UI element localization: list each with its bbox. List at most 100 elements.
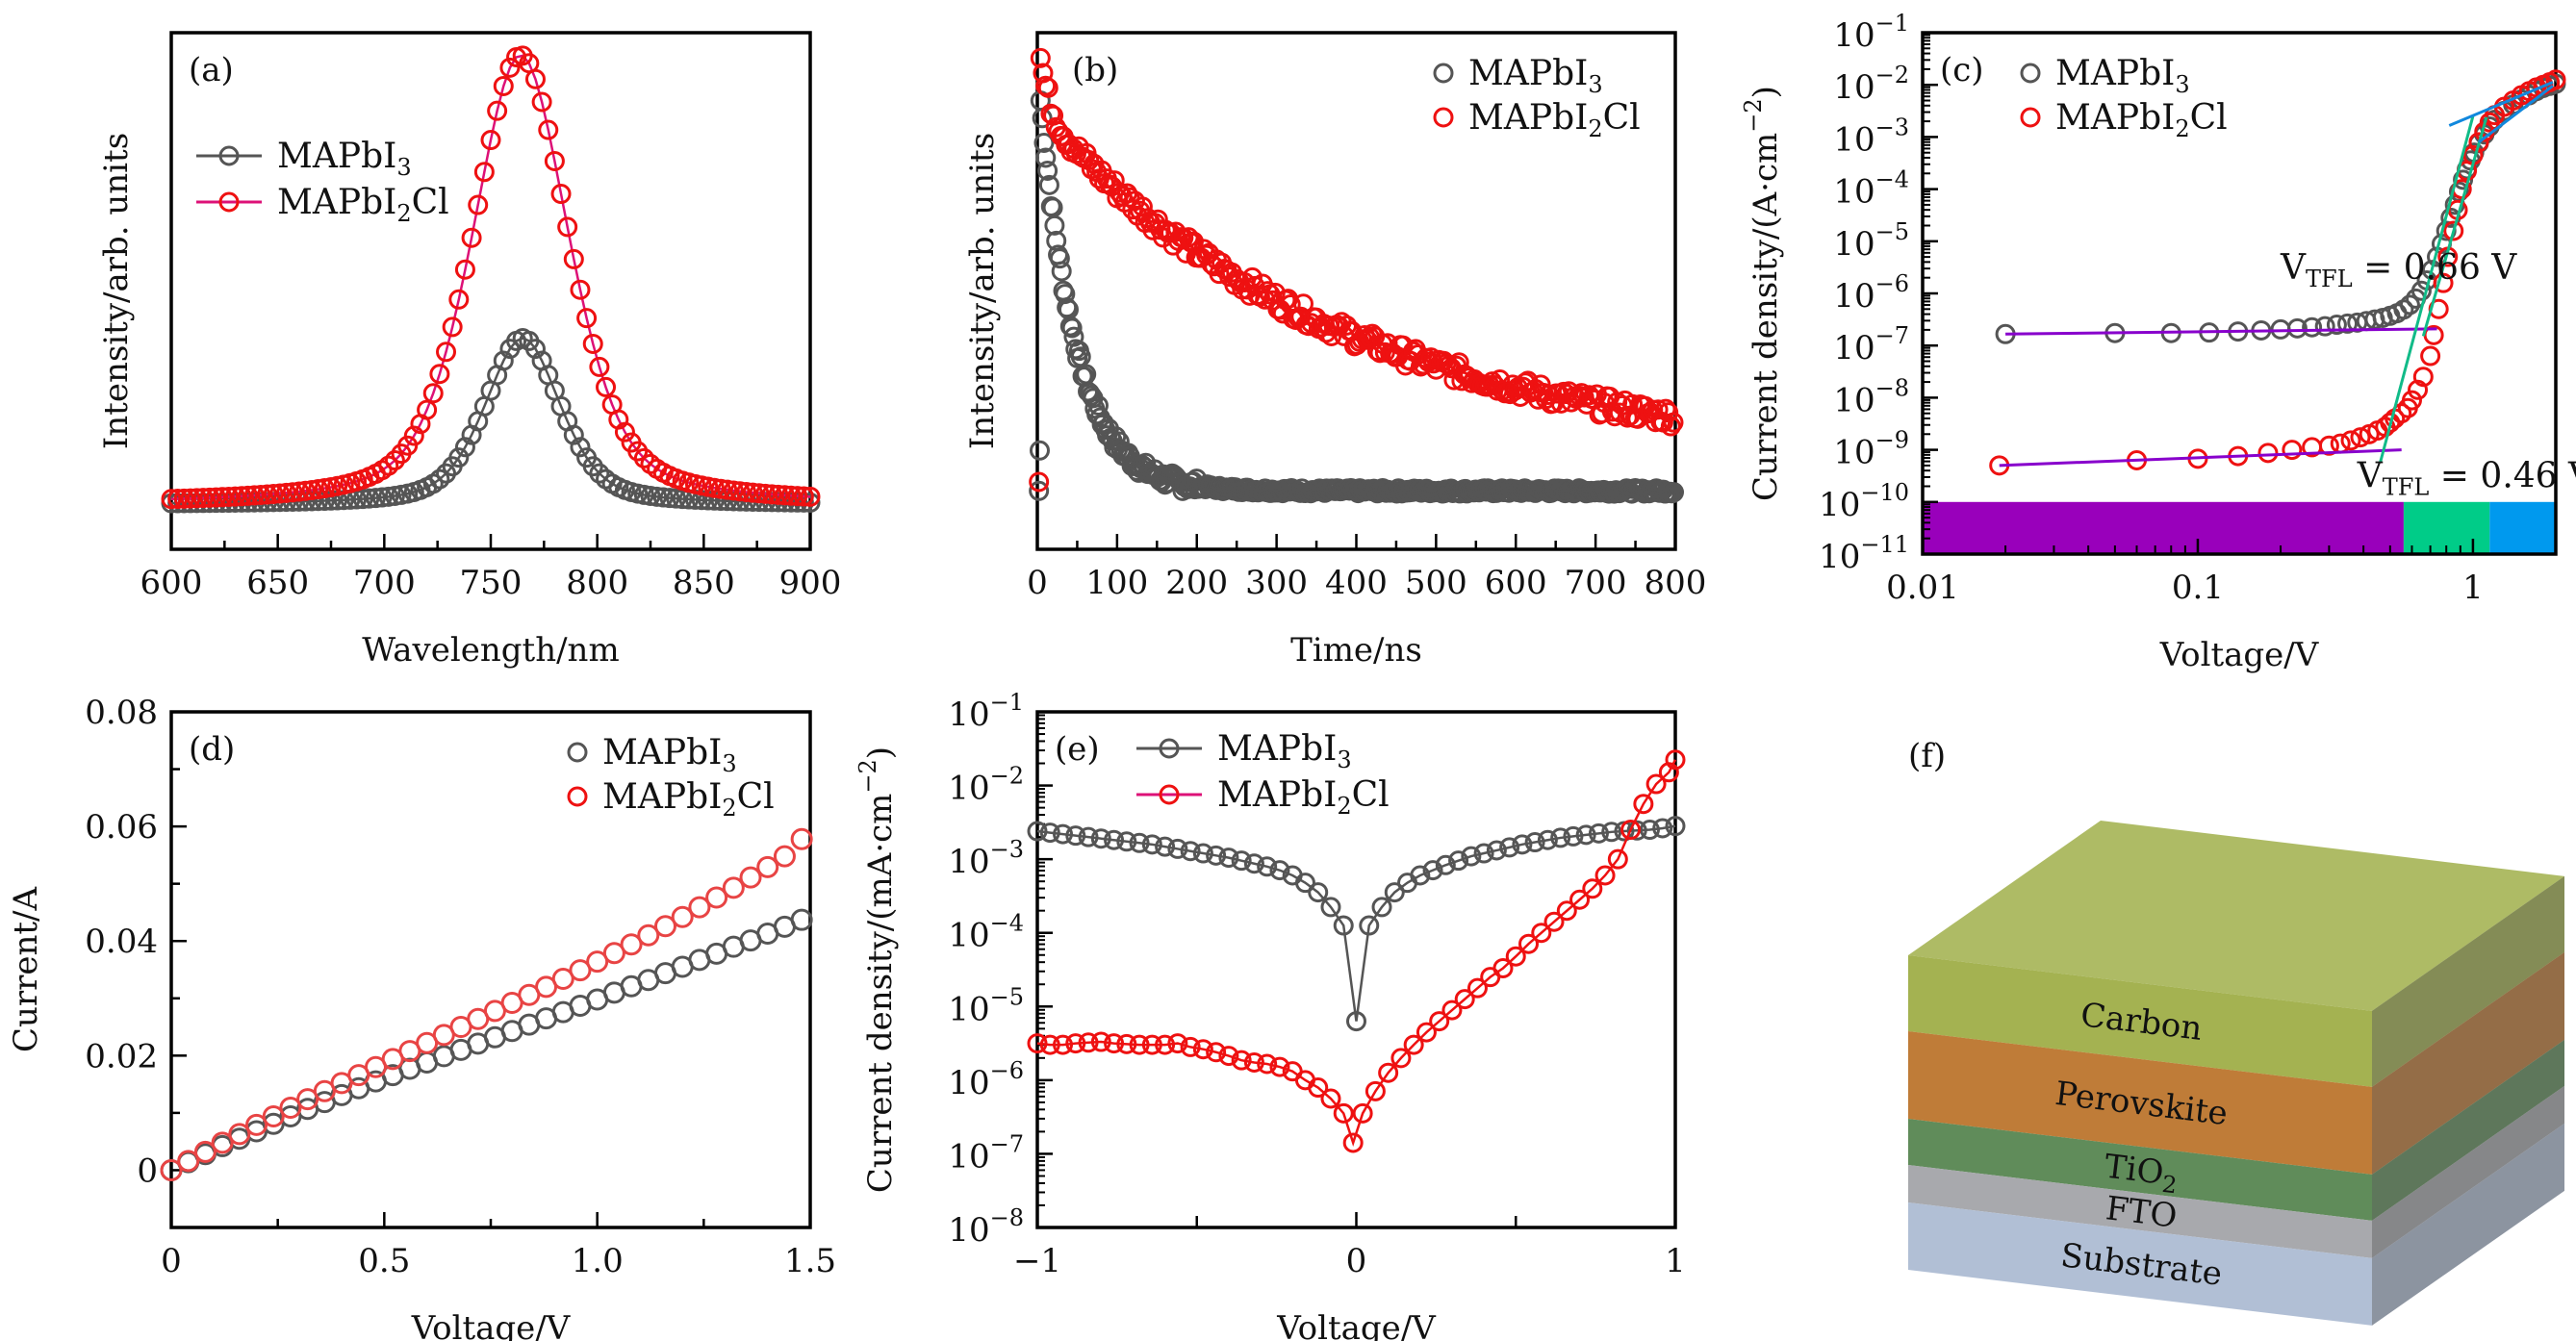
layer-side-shade <box>2372 1039 2564 1221</box>
y-tick-label: 10−7 <box>948 1130 1024 1176</box>
y-tick-label: 0.06 <box>85 808 158 847</box>
y-tick-label: 10−3 <box>948 836 1024 881</box>
layer-front-face <box>1908 1031 2372 1175</box>
data-point <box>262 1104 285 1127</box>
data-point <box>1588 822 1609 844</box>
data-point <box>1104 829 1125 850</box>
data-point <box>1065 1033 1086 1054</box>
layer-top-face <box>1908 821 2564 1011</box>
legend-label-mapbi3: MAPbI3 <box>1468 54 1603 98</box>
y-axis-label: Intensity/arb. units <box>97 133 136 449</box>
x-tick-label: 1.5 <box>784 1242 836 1280</box>
layer-carbon: Carbon <box>1908 875 2564 1087</box>
data-point <box>614 421 635 443</box>
data-point <box>589 463 610 484</box>
panel-d-iv-linear: 0 0.5 1.0 1.5 0 0.02 0.04 0.06 0.08 (d) MAPbI3MAPb… <box>7 694 836 1341</box>
data-point <box>384 450 405 471</box>
data-point <box>1029 471 1050 493</box>
data-point <box>1512 834 1533 855</box>
panel-e-dark-jv: 10−1 10−2 10−3 10−4 10−5 10−6 10−7 10−8−1 0 1 (e) M… <box>854 689 1686 1341</box>
y-tick-label: 10−6 <box>948 1057 1024 1102</box>
data-point <box>442 316 463 338</box>
data-point <box>1257 1053 1278 1075</box>
data-point <box>294 480 316 501</box>
data-point <box>193 1140 217 1163</box>
series-line <box>170 54 811 501</box>
data-point <box>257 484 278 505</box>
x-tick-label: 1 <box>2462 569 2484 607</box>
data-point <box>177 1150 200 1173</box>
data-point <box>1243 1051 1264 1073</box>
data-point <box>359 488 380 509</box>
legend-label-mapbi3: MAPbI3 <box>277 137 412 181</box>
layer-side-face <box>2372 1123 2564 1326</box>
data-point <box>1384 882 1405 903</box>
data-point <box>499 57 521 78</box>
data-point <box>1231 1050 1252 1071</box>
data-point <box>1543 911 1565 932</box>
data-point <box>1122 199 1143 220</box>
data-point <box>524 68 546 89</box>
data-point <box>1255 289 1276 310</box>
legend-label-mapbi3: MAPbI3 <box>1217 729 1352 773</box>
data-point <box>1607 848 1628 870</box>
data-point <box>756 855 779 878</box>
layer-side-face <box>2372 875 2564 1087</box>
data-point <box>1231 850 1252 872</box>
data-point <box>245 1113 268 1136</box>
data-point <box>1448 850 1469 872</box>
x-tick-label: 650 <box>246 564 309 602</box>
x-tick-label: 800 <box>1645 564 1707 602</box>
data-point <box>1537 829 1558 850</box>
data-point <box>1141 1034 1162 1055</box>
data-point <box>1243 853 1264 874</box>
x-tick-label: 850 <box>673 564 735 602</box>
x-tick-label: 100 <box>1085 564 1148 602</box>
data-point <box>1505 946 1526 967</box>
y-tick-label: 10−7 <box>1833 322 1909 367</box>
data-point <box>1664 482 1685 503</box>
data-point <box>2420 345 2441 367</box>
y-tick-label: 0.08 <box>85 694 158 732</box>
data-point <box>231 486 252 507</box>
y-axis-label: Intensity/arb. units <box>963 133 1002 449</box>
data-point <box>705 886 728 909</box>
data-point <box>1027 1033 1048 1054</box>
data-point <box>1061 317 1083 339</box>
data-point <box>1359 915 1380 936</box>
data-point <box>647 486 668 507</box>
data-point <box>1038 174 1059 195</box>
data-point <box>1070 346 1091 367</box>
data-point <box>550 184 572 205</box>
fit-tfl-mapbi2cl <box>2379 115 2475 464</box>
data-point <box>755 483 777 504</box>
data-point <box>493 75 514 96</box>
data-point <box>1155 836 1176 857</box>
x-tick-label: 700 <box>353 564 416 602</box>
data-point <box>1308 1077 1329 1099</box>
data-point <box>652 487 674 508</box>
data-point <box>1206 1042 1227 1063</box>
layer-side-shade <box>2372 875 2564 1087</box>
data-point <box>787 486 808 507</box>
data-point <box>1087 394 1109 416</box>
data-point <box>620 933 643 956</box>
data-point <box>2410 280 2432 301</box>
data-point <box>1269 1056 1290 1077</box>
data-point <box>1594 865 1616 886</box>
data-point <box>192 488 214 509</box>
layer-side-shade <box>2372 1123 2564 1326</box>
data-point <box>1119 187 1140 208</box>
legend-marker <box>1433 107 1454 128</box>
data-point <box>429 364 450 385</box>
data-point <box>1218 1046 1239 1067</box>
x-tick-label: 800 <box>566 564 628 602</box>
data-point <box>1090 828 1111 849</box>
y-tick-label: 10−6 <box>1833 270 1909 316</box>
data-point <box>1029 440 1050 461</box>
data-point <box>1582 878 1603 899</box>
data-point <box>1454 989 1475 1010</box>
y-tick-label: 10−4 <box>948 910 1024 955</box>
data-point <box>429 468 450 490</box>
panel-tag: (c) <box>1940 51 1984 89</box>
